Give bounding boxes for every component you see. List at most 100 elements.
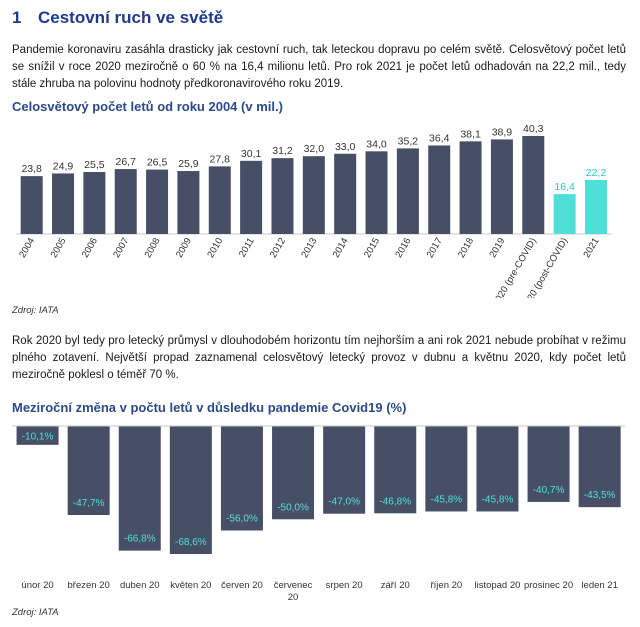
data-label: -47,0%	[328, 497, 360, 508]
bar-2021	[584, 180, 607, 234]
bar-červen-20	[220, 426, 263, 531]
category-label: 2009	[174, 236, 194, 260]
category-label: 2014	[331, 236, 351, 260]
bar-říjen-20	[425, 426, 468, 512]
category-label: 2012	[268, 236, 288, 260]
data-label: 38,9	[492, 126, 513, 138]
data-label: 23,8	[21, 163, 42, 175]
bar-březen-20	[67, 426, 110, 516]
category-label: září 20	[381, 580, 410, 591]
bar-2009	[177, 171, 200, 234]
data-label: 22,2	[586, 167, 607, 179]
bar-2010	[208, 166, 231, 234]
data-label: 31,2	[272, 145, 293, 157]
data-label: 26,5	[147, 157, 168, 169]
category-label: 20	[288, 592, 299, 602]
bar-2016	[396, 148, 419, 234]
bar-2020-pre-covid-	[522, 136, 545, 234]
category-label: 2004	[17, 236, 37, 260]
monthly-change-chart: -10,1% únor 20 -47,7% březen 20 -66,8% duben …	[12, 425, 626, 602]
bar-2020-post-covid-	[553, 194, 576, 234]
data-label: -47,7%	[73, 498, 105, 509]
category-label: 2018	[456, 236, 476, 260]
data-label: 33,0	[335, 141, 356, 153]
data-label: -66,8%	[124, 534, 156, 545]
data-label: 40,3	[523, 123, 544, 135]
bar-2004	[20, 176, 43, 234]
source-note-2: Zdroj: IATA	[12, 607, 59, 618]
category-label: březen 20	[68, 580, 110, 591]
category-label: 2010	[205, 236, 225, 260]
category-label: říjen 20	[431, 580, 463, 591]
data-label: -50,0%	[277, 502, 309, 513]
source-note-1: Zdroj: IATA	[12, 305, 59, 316]
data-label: 32,0	[304, 143, 325, 155]
category-label: 2013	[299, 236, 319, 260]
category-label: prosinec 20	[524, 580, 573, 591]
category-label: srpen 20	[326, 580, 363, 591]
data-label: -43,5%	[584, 490, 616, 501]
middle-paragraph: Rok 2020 byl tedy pro letecký průmysl v …	[12, 335, 626, 381]
data-label: 25,5	[84, 159, 105, 171]
bar-září-20	[374, 426, 417, 514]
data-label: -10,1%	[22, 431, 54, 442]
bar-2017	[428, 145, 451, 234]
category-label: 2007	[111, 236, 131, 260]
category-label: 2006	[80, 236, 100, 260]
category-label: červen 20	[221, 580, 263, 591]
bar-2006	[83, 171, 106, 234]
data-label: -56,0%	[226, 513, 258, 524]
data-label: 38,1	[460, 128, 481, 140]
data-label: -45,8%	[431, 494, 463, 505]
data-label: 24,9	[53, 160, 74, 172]
category-label: 2019	[487, 236, 507, 260]
bar-2014	[334, 153, 357, 234]
bar-2015	[365, 151, 388, 234]
section-number: 1	[12, 8, 22, 27]
bar-leden-21	[578, 426, 621, 508]
bar-2011	[240, 160, 263, 234]
data-label: -46,8%	[379, 496, 411, 507]
bar-prosinec-20	[527, 426, 570, 502]
data-label: 35,2	[398, 135, 419, 147]
category-label: listopad 20	[474, 580, 520, 591]
category-label: 2011	[237, 236, 257, 259]
bar-2018	[459, 141, 482, 234]
data-label: 26,7	[116, 156, 137, 168]
category-label: leden 21	[581, 580, 617, 591]
data-label: -68,6%	[175, 537, 207, 548]
data-label: 25,9	[178, 158, 199, 170]
category-label: 2005	[49, 236, 69, 260]
data-label: 16,4	[554, 181, 575, 193]
bar-květen-20	[169, 426, 212, 554]
bar-listopad-20	[476, 426, 519, 512]
bar-2013	[302, 156, 325, 234]
data-label: 30,1	[241, 148, 262, 160]
flights-per-year-chart: 23,8 2004 24,9 2005 25,5 2006 26,7 2007 26,5 2008…	[16, 123, 612, 298]
bar-srpen-20	[323, 426, 366, 514]
data-label: -45,8%	[482, 494, 514, 505]
category-label: 2008	[143, 236, 163, 260]
chart1-title: Celosvětový počet letů od roku 2004 (v m…	[12, 99, 283, 114]
category-label: 2017	[425, 236, 445, 260]
category-label: únor 20	[21, 580, 53, 591]
data-label: -40,7%	[533, 485, 565, 496]
category-label: červenec	[274, 580, 313, 591]
chart2-title: Meziroční změna v počtu letů v důsledku …	[12, 400, 407, 415]
bar-2012	[271, 158, 294, 234]
bar-červenec-20	[272, 426, 315, 520]
bar-duben-20	[118, 426, 161, 551]
category-label: květen 20	[170, 580, 211, 591]
category-label: duben 20	[120, 580, 160, 591]
data-label: 36,4	[429, 132, 450, 144]
bar-2005	[52, 173, 75, 234]
section-heading: 1 Cestovní ruch ve světě	[12, 8, 223, 28]
data-label: 34,0	[366, 138, 387, 150]
category-label: 2016	[393, 236, 413, 260]
data-label: 27,8	[210, 153, 231, 165]
intro-paragraph: Pandemie koronaviru zasáhla drasticky ja…	[12, 44, 626, 90]
section-title: Cestovní ruch ve světě	[38, 8, 224, 27]
bar-2019	[490, 139, 513, 234]
category-label: 2015	[362, 236, 382, 260]
bar-2007	[114, 169, 137, 234]
